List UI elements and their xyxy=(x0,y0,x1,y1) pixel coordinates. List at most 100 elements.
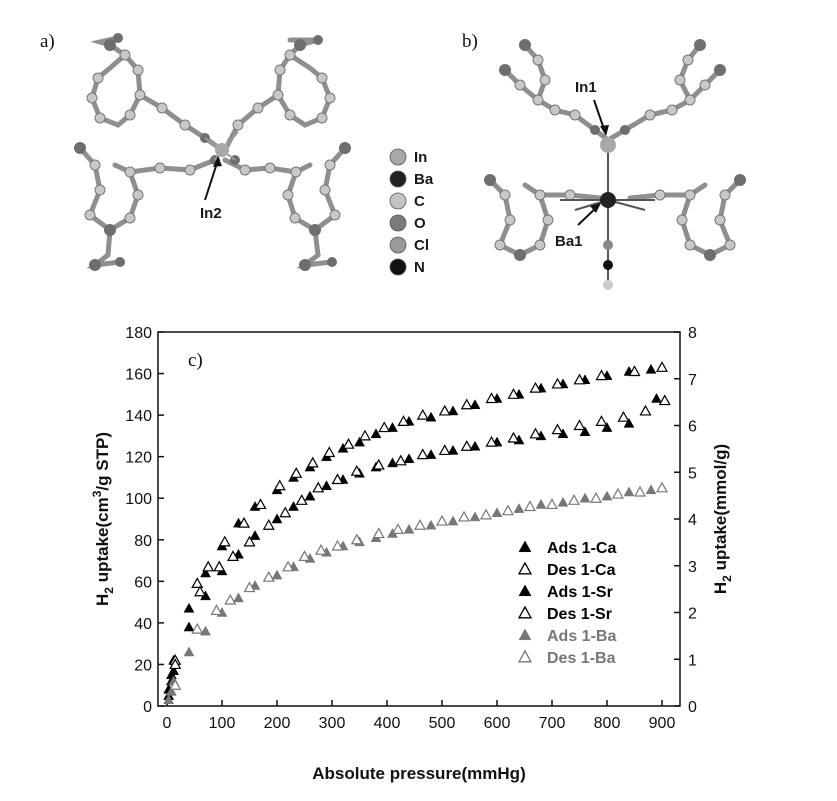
legend-label: Ads 1-Ba xyxy=(547,628,616,645)
legend-marker xyxy=(517,649,533,663)
data-point xyxy=(623,417,635,428)
panel-b-bonds xyxy=(487,42,743,258)
data-point xyxy=(331,473,344,485)
data-point xyxy=(200,567,211,578)
y-left-tick-label: 120 xyxy=(125,450,152,467)
data-point xyxy=(551,423,564,435)
data-point xyxy=(191,622,204,634)
data-point xyxy=(529,427,542,439)
y-left-tick-label: 0 xyxy=(143,699,152,716)
atom-legend-swatch xyxy=(389,236,407,254)
data-point xyxy=(633,485,647,497)
data-point xyxy=(617,410,630,422)
data-point xyxy=(438,444,451,456)
data-point xyxy=(655,361,669,372)
data-point xyxy=(165,685,177,696)
data-point xyxy=(501,504,515,516)
data-point xyxy=(191,577,204,589)
legend-label: Des 1-Ba xyxy=(547,650,616,667)
ba1-label: Ba1 xyxy=(555,233,583,250)
series-legend: Ads 1-Ca Des 1-Ca Ads 1-Sr Des 1-Sr Ads 1-Ba… xyxy=(517,540,616,667)
data-point xyxy=(394,454,407,466)
atom-legend-swatch xyxy=(389,258,407,276)
data-point xyxy=(323,446,336,458)
y-left-axis-title: H2 uptake(cm3/g STP) xyxy=(90,432,116,606)
data-point xyxy=(354,436,365,447)
data-point xyxy=(163,694,175,705)
legend-label: Des 1-Ca xyxy=(547,562,616,579)
data-point xyxy=(226,550,240,562)
data-point xyxy=(288,501,299,511)
panel-b-atoms-c xyxy=(494,54,736,251)
data-point xyxy=(523,500,537,512)
data-point xyxy=(210,604,223,616)
atom-legend-swatch xyxy=(389,170,407,188)
x-tick-label: 300 xyxy=(319,715,346,732)
series-layer xyxy=(163,361,671,705)
legend-marker xyxy=(518,628,532,641)
data-point xyxy=(645,363,657,374)
data-point xyxy=(218,535,231,547)
data-point xyxy=(507,388,520,399)
y-left-tick-label: 180 xyxy=(125,325,152,342)
data-point xyxy=(342,437,355,449)
data-point xyxy=(601,422,613,432)
data-point xyxy=(321,480,332,491)
data-point xyxy=(391,523,405,534)
data-point xyxy=(447,444,459,455)
data-point xyxy=(595,369,608,381)
data-point xyxy=(314,543,328,555)
panel-a-structure xyxy=(74,33,351,271)
data-point xyxy=(551,377,564,389)
panel-a-metal-center xyxy=(204,131,239,161)
atom-legend-label: In xyxy=(414,149,427,166)
data-point xyxy=(479,508,493,520)
data-point xyxy=(403,523,415,534)
data-point xyxy=(469,440,481,451)
panel-c-label: c) xyxy=(188,350,203,371)
data-point xyxy=(271,513,283,524)
data-point xyxy=(403,453,415,463)
y-right-tick-label: 6 xyxy=(688,419,697,436)
y-left-tick-label: 40 xyxy=(134,616,152,633)
data-point xyxy=(262,518,275,530)
in1-label: In1 xyxy=(575,79,597,96)
data-point xyxy=(485,435,498,447)
atom-legend: In Ba CO Cl N xyxy=(389,148,434,276)
panel-b-metal-centers xyxy=(560,137,655,290)
series-des-1-ba xyxy=(169,481,669,690)
data-point xyxy=(595,415,608,426)
data-point xyxy=(281,560,295,572)
data-point xyxy=(573,419,586,431)
atom-legend-swatch xyxy=(389,214,407,232)
data-point xyxy=(507,431,520,443)
panel-b-atoms-o xyxy=(484,39,746,261)
data-point xyxy=(438,404,451,416)
series-des-1-ca xyxy=(169,361,669,665)
x-tick-label: 200 xyxy=(264,715,291,732)
legend-label: Ads 1-Ca xyxy=(547,540,616,557)
data-point xyxy=(425,449,437,459)
y-right-tick-label: 5 xyxy=(688,465,697,482)
x-tick-label: 500 xyxy=(429,715,456,732)
data-point xyxy=(279,506,292,518)
data-point xyxy=(447,405,459,416)
data-point xyxy=(378,421,391,433)
data-point xyxy=(224,593,237,605)
legend-marker xyxy=(518,540,532,553)
data-point xyxy=(271,569,283,580)
data-point xyxy=(387,457,398,468)
data-point xyxy=(233,592,244,603)
data-point xyxy=(350,464,363,476)
x-tick-label: 900 xyxy=(649,715,676,732)
series-ads-1-ba xyxy=(163,484,657,705)
data-point xyxy=(658,394,671,406)
in2-callout-arrowhead xyxy=(213,156,222,167)
atom-legend-swatch xyxy=(389,192,407,210)
y-left-tick-label: 80 xyxy=(134,533,152,550)
data-point xyxy=(183,602,195,613)
data-point xyxy=(628,365,641,377)
data-point xyxy=(651,392,662,403)
x-tick-label: 600 xyxy=(484,715,511,732)
